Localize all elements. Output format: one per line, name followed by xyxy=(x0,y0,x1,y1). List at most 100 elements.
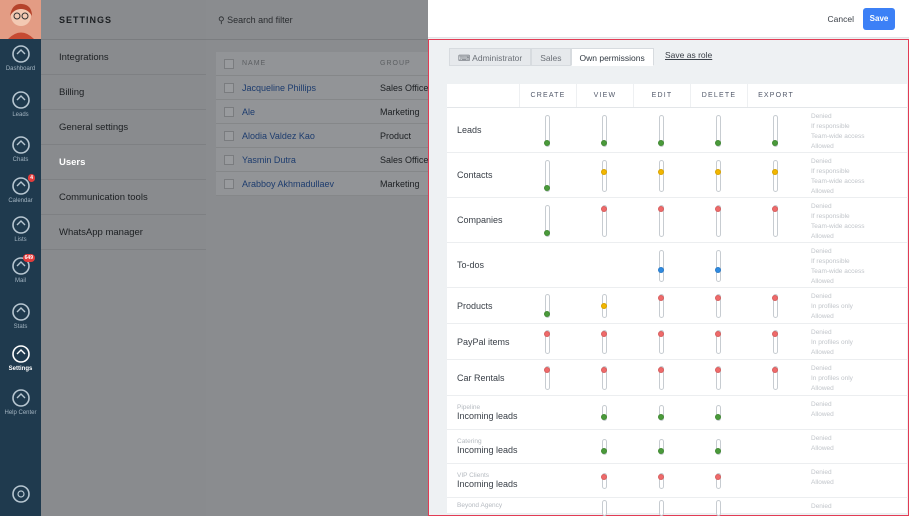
permission-slider[interactable] xyxy=(657,439,665,455)
permission-slider[interactable] xyxy=(600,405,608,421)
permission-slider[interactable] xyxy=(543,330,551,354)
permission-cell[interactable] xyxy=(633,288,690,323)
slider-handle[interactable] xyxy=(601,448,607,454)
slider-handle[interactable] xyxy=(658,295,664,301)
bottom-icon[interactable] xyxy=(0,484,41,506)
permission-cell[interactable] xyxy=(633,360,690,395)
slider-handle[interactable] xyxy=(544,139,550,146)
permission-cell[interactable] xyxy=(747,153,804,197)
slider-handle[interactable] xyxy=(658,139,664,146)
user-name-link[interactable]: Ale xyxy=(242,107,256,117)
permission-cell[interactable] xyxy=(519,324,576,359)
permission-slider[interactable] xyxy=(543,204,551,237)
permission-cell[interactable] xyxy=(633,464,690,497)
permission-slider[interactable] xyxy=(657,159,665,192)
permission-cell[interactable] xyxy=(576,430,633,463)
column-name-header[interactable]: NAME xyxy=(242,60,267,67)
permission-slider[interactable] xyxy=(543,114,551,147)
slider-handle[interactable] xyxy=(715,139,721,146)
slider-handle[interactable] xyxy=(772,295,778,301)
permission-slider[interactable] xyxy=(657,366,665,390)
permission-slider[interactable] xyxy=(657,330,665,354)
slider-handle[interactable] xyxy=(601,303,607,309)
slider-handle[interactable] xyxy=(544,367,550,373)
permission-cell[interactable] xyxy=(633,198,690,242)
settings-item-whatsapp-manager[interactable]: WhatsApp manager xyxy=(41,215,206,250)
permission-slider[interactable] xyxy=(600,439,608,455)
slider-handle[interactable] xyxy=(772,139,778,146)
permission-slider[interactable] xyxy=(657,249,665,282)
row-checkbox[interactable] xyxy=(224,131,234,141)
slider-handle[interactable] xyxy=(715,205,721,212)
permission-cell[interactable] xyxy=(690,153,747,197)
slider-handle[interactable] xyxy=(544,229,550,236)
permission-cell[interactable] xyxy=(633,498,690,516)
slider-handle[interactable] xyxy=(715,448,721,454)
permission-cell[interactable] xyxy=(690,288,747,323)
permission-cell[interactable] xyxy=(747,324,804,359)
permission-cell[interactable] xyxy=(633,108,690,152)
permission-cell[interactable] xyxy=(690,430,747,463)
permission-cell[interactable] xyxy=(633,430,690,463)
user-name-link[interactable]: Jacqueline Phillips xyxy=(242,83,317,93)
slider-handle[interactable] xyxy=(601,474,607,480)
permission-slider[interactable] xyxy=(657,114,665,147)
slider-handle[interactable] xyxy=(715,266,721,273)
permission-slider[interactable] xyxy=(543,159,551,192)
slider-handle[interactable] xyxy=(772,168,778,175)
permission-slider[interactable] xyxy=(714,366,722,390)
permission-cell[interactable] xyxy=(576,198,633,242)
permission-slider[interactable] xyxy=(657,204,665,237)
permission-slider[interactable] xyxy=(771,204,779,237)
permission-cell[interactable] xyxy=(633,153,690,197)
permission-cell[interactable] xyxy=(519,108,576,152)
nav-item-settings[interactable]: Settings xyxy=(0,344,41,372)
nav-item-lists[interactable]: Lists xyxy=(0,215,41,243)
search-bar[interactable]: ⚲ Search and filter xyxy=(206,0,428,40)
slider-handle[interactable] xyxy=(715,474,721,480)
row-checkbox[interactable] xyxy=(224,83,234,93)
permission-slider[interactable] xyxy=(600,500,608,516)
permission-slider[interactable] xyxy=(657,473,665,489)
slider-handle[interactable] xyxy=(544,311,550,317)
slider-handle[interactable] xyxy=(658,414,664,420)
tab-own-permissions[interactable]: Own permissions xyxy=(570,48,654,66)
slider-handle[interactable] xyxy=(658,331,664,337)
permission-cell[interactable] xyxy=(690,324,747,359)
permission-cell[interactable] xyxy=(576,498,633,516)
row-checkbox[interactable] xyxy=(224,155,234,165)
cancel-button[interactable]: Cancel xyxy=(827,14,854,24)
table-row[interactable]: Alodia Valdez Kao Product xyxy=(216,124,428,148)
slider-handle[interactable] xyxy=(544,331,550,337)
user-name-link[interactable]: Arabboy Akhmadullaev xyxy=(242,179,335,189)
permission-cell[interactable] xyxy=(576,108,633,152)
settings-item-billing[interactable]: Billing xyxy=(41,75,206,110)
settings-item-communication-tools[interactable]: Communication tools xyxy=(41,180,206,215)
slider-handle[interactable] xyxy=(772,331,778,337)
permission-cell[interactable] xyxy=(690,396,747,429)
permission-cell[interactable] xyxy=(690,360,747,395)
permission-slider[interactable] xyxy=(600,114,608,147)
permission-cell[interactable] xyxy=(519,198,576,242)
permission-slider[interactable] xyxy=(771,330,779,354)
slider-handle[interactable] xyxy=(715,168,721,175)
permission-slider[interactable] xyxy=(714,473,722,489)
permission-slider[interactable] xyxy=(657,500,665,516)
slider-handle[interactable] xyxy=(658,266,664,273)
permission-cell[interactable] xyxy=(690,464,747,497)
permission-slider[interactable] xyxy=(714,114,722,147)
slider-handle[interactable] xyxy=(658,205,664,212)
table-row[interactable]: Arabboy Akhmadullaev Marketing xyxy=(216,172,428,196)
save-as-role-link[interactable]: Save as role xyxy=(665,50,713,60)
slider-handle[interactable] xyxy=(601,331,607,337)
tab-administrator[interactable]: ⌨ Administrator xyxy=(449,48,532,66)
permission-slider[interactable] xyxy=(714,500,722,516)
table-row[interactable]: Yasmin Dutra Sales Office xyxy=(216,148,428,172)
permission-slider[interactable] xyxy=(600,204,608,237)
select-all-checkbox[interactable] xyxy=(224,59,234,69)
permission-cell[interactable] xyxy=(747,288,804,323)
permission-cell[interactable] xyxy=(633,324,690,359)
row-checkbox[interactable] xyxy=(224,179,234,189)
slider-handle[interactable] xyxy=(715,331,721,337)
settings-item-users[interactable]: Users xyxy=(41,145,206,180)
